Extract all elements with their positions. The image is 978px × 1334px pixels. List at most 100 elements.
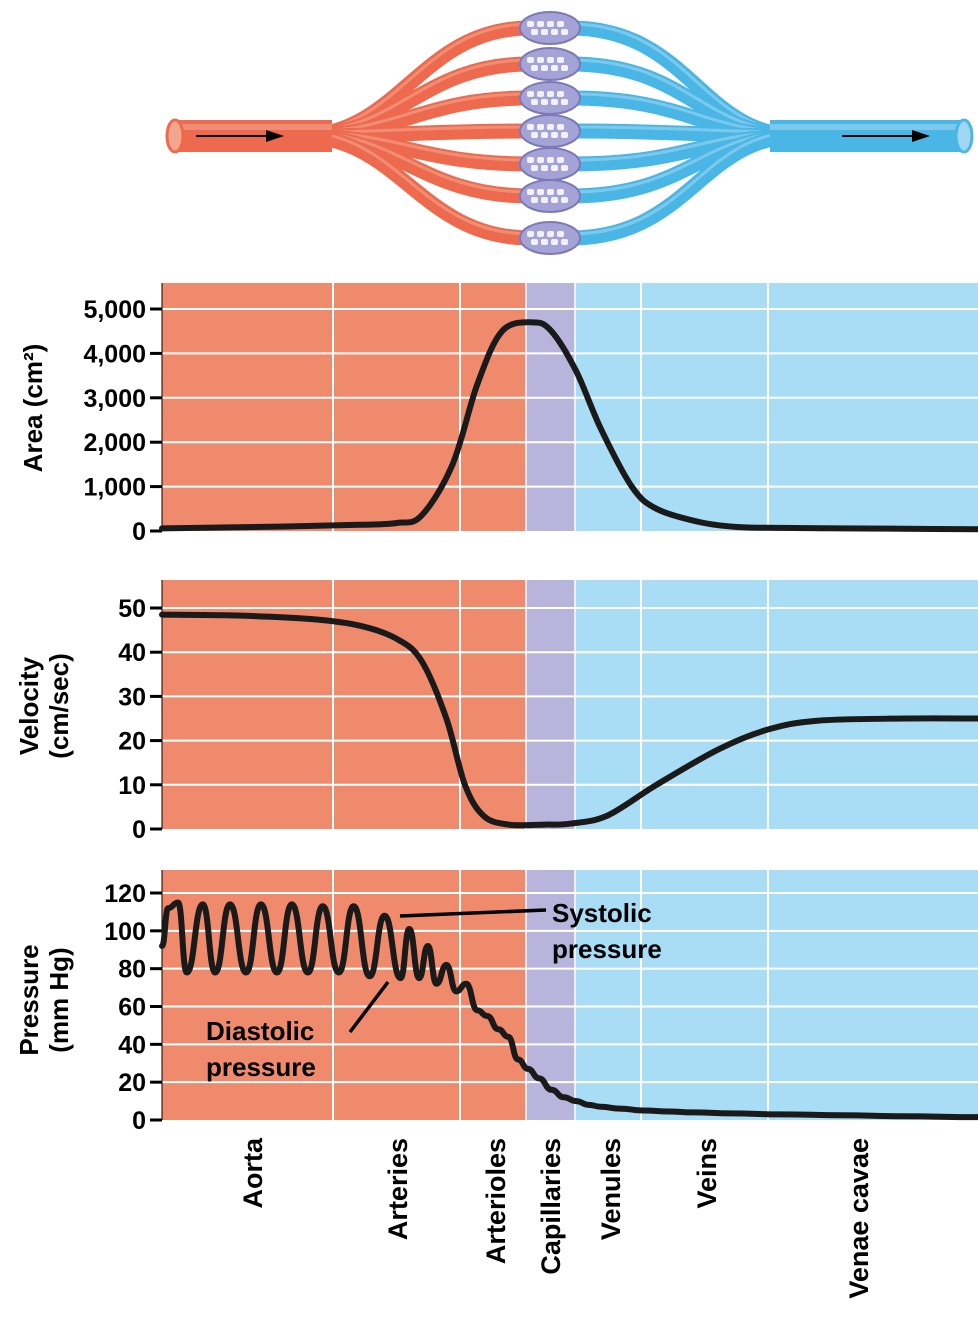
capillary-cell [541, 197, 548, 203]
capillary-cell [561, 132, 568, 138]
systolic-leader-line [399, 908, 547, 918]
capillary-cell [541, 65, 548, 71]
y-tick-label: 40 [118, 1031, 146, 1059]
y-tick-label: 50 [118, 595, 146, 623]
y-tick-label: 0 [132, 518, 146, 546]
pressure-axis-title-line2: (mm Hg) [44, 947, 74, 1052]
y-tick-label: 1,000 [83, 474, 146, 502]
capillary-cell [547, 189, 554, 195]
capillary-cell [561, 29, 568, 35]
pressure-axis-title-line1: Pressure [14, 944, 44, 1055]
pressure-annotations: Systolic pressure Diastolic pressure [206, 898, 662, 1082]
velocity-axis-title-line2: (cm/sec) [44, 653, 74, 759]
capillary-cell [561, 239, 568, 245]
y-tick-label: 2,000 [83, 429, 146, 457]
capillary-cell [557, 124, 564, 130]
capillary-cell [561, 65, 568, 71]
capillary-cell [541, 132, 548, 138]
y-tick-label: 100 [104, 918, 146, 946]
panel-velocity: 0 10 20 30 40 50 [118, 580, 978, 844]
diastolic-leader-line [348, 980, 390, 1034]
panel-segment-veins [641, 580, 768, 829]
systolic-label-line1: Systolic [552, 898, 652, 928]
capillary-cell [527, 157, 534, 163]
category-labels: Aorta Arteries Arterioles Capillaries Venule… [238, 1137, 874, 1299]
pressure-series-line [159, 899, 978, 1121]
y-tick-label: 120 [104, 880, 146, 908]
capillary-cell [561, 197, 568, 203]
velocity-axis-title-line1: Velocity [14, 656, 44, 755]
capillary-cell [527, 91, 534, 97]
capillary-cell [541, 239, 548, 245]
capillary-cell [557, 231, 564, 237]
vena-cava-opening [954, 118, 974, 154]
y-tick-label: 20 [118, 1069, 146, 1097]
capillary-cell [547, 157, 554, 163]
panel-segment-arteries [333, 870, 460, 1120]
category-label-venae-cavae: Venae cavae [844, 1138, 874, 1299]
capillary-bed [519, 179, 581, 213]
capillary-cell [527, 124, 534, 130]
arteriole-highlight [299, 130, 531, 236]
capillary-cell [551, 132, 558, 138]
velocity-series-line [159, 611, 978, 829]
panel-segment-venules [575, 870, 641, 1120]
y-tick-label: 30 [118, 683, 146, 711]
capillary-bed [519, 147, 581, 181]
capillary-cell [531, 239, 538, 245]
capillary-cell [537, 21, 544, 27]
capillary-cell [537, 91, 544, 97]
flow-arrow-out-head [912, 130, 930, 142]
capillary-cell [551, 165, 558, 171]
vena-cava-highlight [770, 124, 965, 130]
capillary-bed [519, 114, 581, 148]
flow-arrow-in-head [266, 130, 284, 142]
capillary-cell [527, 231, 534, 237]
capillary-bed [519, 47, 581, 81]
capillary-cell [551, 239, 558, 245]
capillary-cell [557, 157, 564, 163]
y-tick-label: 40 [118, 639, 146, 667]
diastolic-label-line2: pressure [206, 1052, 316, 1082]
capillary-cell [531, 165, 538, 171]
y-tick-label: 10 [118, 772, 146, 800]
capillary-cell [557, 21, 564, 27]
aorta-highlight [172, 124, 332, 130]
venule-vessel [562, 128, 808, 246]
capillary-cell [531, 132, 538, 138]
capillary-cell [557, 91, 564, 97]
capillary-cell [537, 231, 544, 237]
arteriole-vessel [292, 128, 538, 246]
systolic-label-line2: pressure [552, 934, 662, 964]
panel-segment-arterioles [460, 580, 526, 829]
capillary-cell [561, 165, 568, 171]
y-tick-label: 3,000 [83, 385, 146, 413]
y-tick-label: 80 [118, 956, 146, 984]
panel-segment-venules [575, 580, 641, 829]
y-tick-label: 0 [132, 816, 146, 844]
capillary-cell [531, 29, 538, 35]
y-tick-label: 0 [132, 1107, 146, 1135]
y-tick-label: 60 [118, 994, 146, 1022]
panel-segment-venules [575, 283, 641, 531]
category-label-venules: Venules [596, 1138, 626, 1240]
capillary-cell [551, 65, 558, 71]
category-label-capillaries: Capillaries [536, 1138, 566, 1275]
aorta-opening [165, 118, 185, 154]
capillary-cell [557, 189, 564, 195]
capillary-cell [561, 99, 568, 105]
capillary-cell [551, 29, 558, 35]
capillary-cell [547, 91, 554, 97]
capillary-cell [541, 165, 548, 171]
capillary-cell [531, 65, 538, 71]
venule-highlight [569, 130, 801, 236]
y-tick-label: 4,000 [83, 340, 146, 368]
capillary-cell [557, 57, 564, 63]
capillary-cell [527, 21, 534, 27]
panel-segment-capillaries [526, 580, 575, 829]
y-tick-label: 5,000 [83, 296, 146, 324]
capillary-cell [551, 99, 558, 105]
capillary-bed [519, 11, 581, 45]
capillary-cell [537, 157, 544, 163]
capillary-cell [547, 231, 554, 237]
